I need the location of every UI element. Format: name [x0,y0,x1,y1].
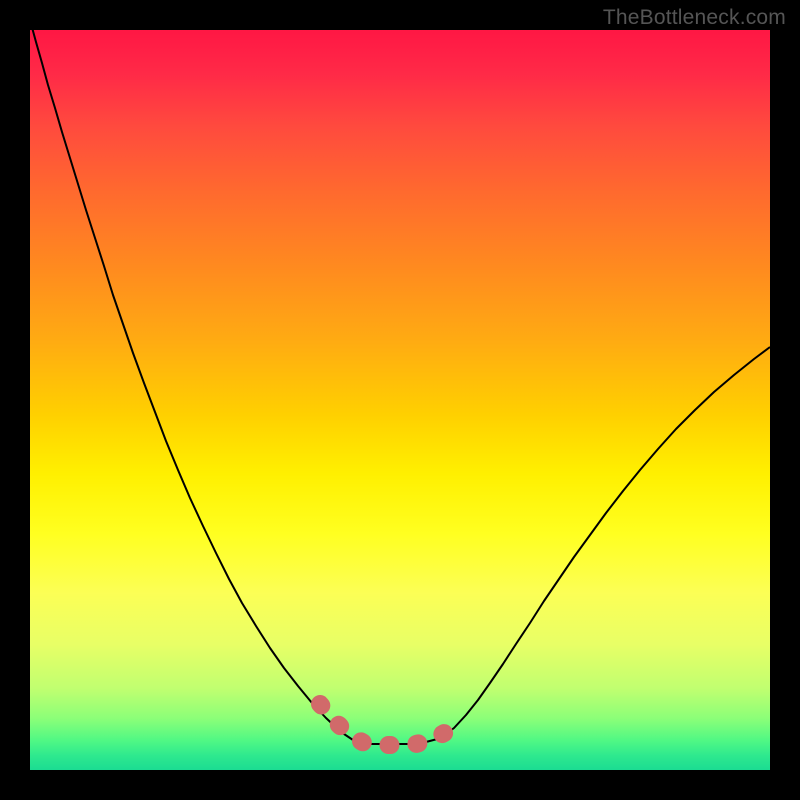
chart-root: TheBottleneck.com [0,0,800,800]
bottleneck-curve-chart [0,0,800,800]
watermark-text: TheBottleneck.com [603,6,786,30]
gradient-background [30,30,770,770]
